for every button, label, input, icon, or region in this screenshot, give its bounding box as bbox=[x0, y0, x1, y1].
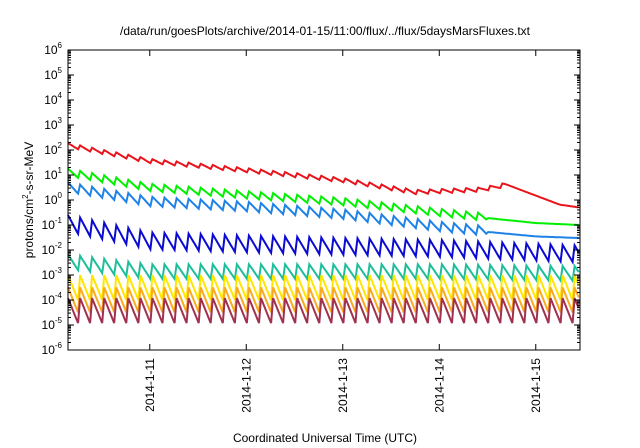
y-tick-exponent: 6 bbox=[58, 41, 63, 50]
y-tick-exponent: 1 bbox=[58, 166, 63, 175]
y-tick-label: 10-2 bbox=[42, 241, 63, 257]
y-tick-label: 103 bbox=[44, 116, 62, 132]
y-axis-label-main: protons/cm bbox=[22, 199, 36, 258]
series-line-1 bbox=[67, 167, 579, 226]
y-tick-label: 101 bbox=[44, 166, 62, 182]
series-line-0 bbox=[67, 142, 579, 209]
x-tick-label: 2014-1-13 bbox=[336, 358, 350, 413]
y-tick-label: 10-4 bbox=[42, 291, 63, 307]
y-tick-exponent: 2 bbox=[58, 141, 63, 150]
y-tick-base: 10 bbox=[44, 143, 58, 157]
y-tick-label: 10-1 bbox=[42, 216, 63, 232]
y-axis-label-exponent: 2 bbox=[21, 194, 30, 199]
y-tick-label: 10-5 bbox=[42, 316, 63, 332]
y-tick-label: 10-6 bbox=[42, 341, 63, 357]
y-tick-base: 10 bbox=[44, 118, 58, 132]
y-tick-exponent: -6 bbox=[55, 341, 63, 350]
series-line-4 bbox=[67, 252, 580, 284]
plot-lines bbox=[67, 142, 580, 324]
x-tick-label: 2014-1-15 bbox=[529, 358, 543, 413]
y-tick-label: 10-3 bbox=[42, 266, 63, 282]
y-tick-label: 102 bbox=[44, 141, 62, 157]
y-tick-base: 10 bbox=[42, 218, 56, 232]
x-axis-label: Coordinated Universal Time (UTC) bbox=[233, 431, 417, 445]
y-tick-exponent: -2 bbox=[55, 241, 63, 250]
x-tick-label: 2014-1-12 bbox=[239, 358, 253, 413]
y-tick-exponent: 3 bbox=[58, 116, 63, 125]
y-tick-exponent: 0 bbox=[58, 191, 63, 200]
y-axis-label: protons/cm2-s-sr-MeV bbox=[21, 142, 36, 258]
x-tick-label: 2014-1-14 bbox=[432, 358, 446, 413]
y-tick-exponent: -1 bbox=[55, 216, 63, 225]
y-tick-base: 10 bbox=[44, 68, 58, 82]
y-tick-base: 10 bbox=[42, 318, 56, 332]
series-line-3 bbox=[67, 214, 580, 265]
y-axis-label-rest: -s-sr-MeV bbox=[22, 142, 36, 195]
y-tick-base: 10 bbox=[44, 43, 58, 57]
y-tick-base: 10 bbox=[42, 268, 56, 282]
y-tick-label: 105 bbox=[44, 66, 62, 82]
y-tick-base: 10 bbox=[42, 343, 56, 357]
y-tick-base: 10 bbox=[44, 168, 58, 182]
y-axis-ticks: 10-610-510-410-310-210-11001011021031041… bbox=[42, 41, 580, 357]
y-tick-base: 10 bbox=[44, 93, 58, 107]
y-tick-label: 100 bbox=[44, 191, 62, 207]
series-line-2 bbox=[67, 181, 579, 239]
series-line-7 bbox=[67, 297, 580, 324]
y-tick-exponent: -4 bbox=[55, 291, 63, 300]
y-tick-base: 10 bbox=[42, 293, 56, 307]
chart-title: /data/run/goesPlots/archive/2014-01-15/1… bbox=[120, 24, 531, 38]
y-tick-exponent: 5 bbox=[58, 66, 63, 75]
x-axis-ticks: 2014-1-11 2014-1-12 2014-1-13 2014-1-14 2014… bbox=[143, 50, 543, 413]
x-tick-label: 2014-1-11 bbox=[143, 358, 157, 412]
y-tick-exponent: 4 bbox=[58, 91, 63, 100]
y-tick-base: 10 bbox=[42, 243, 56, 257]
y-tick-exponent: -5 bbox=[55, 316, 63, 325]
y-tick-label: 104 bbox=[44, 91, 62, 107]
y-tick-exponent: -3 bbox=[55, 266, 63, 275]
series-line-6 bbox=[67, 287, 580, 313]
y-tick-label: 106 bbox=[44, 41, 62, 57]
series-line-5 bbox=[67, 274, 580, 301]
y-tick-base: 10 bbox=[44, 193, 58, 207]
